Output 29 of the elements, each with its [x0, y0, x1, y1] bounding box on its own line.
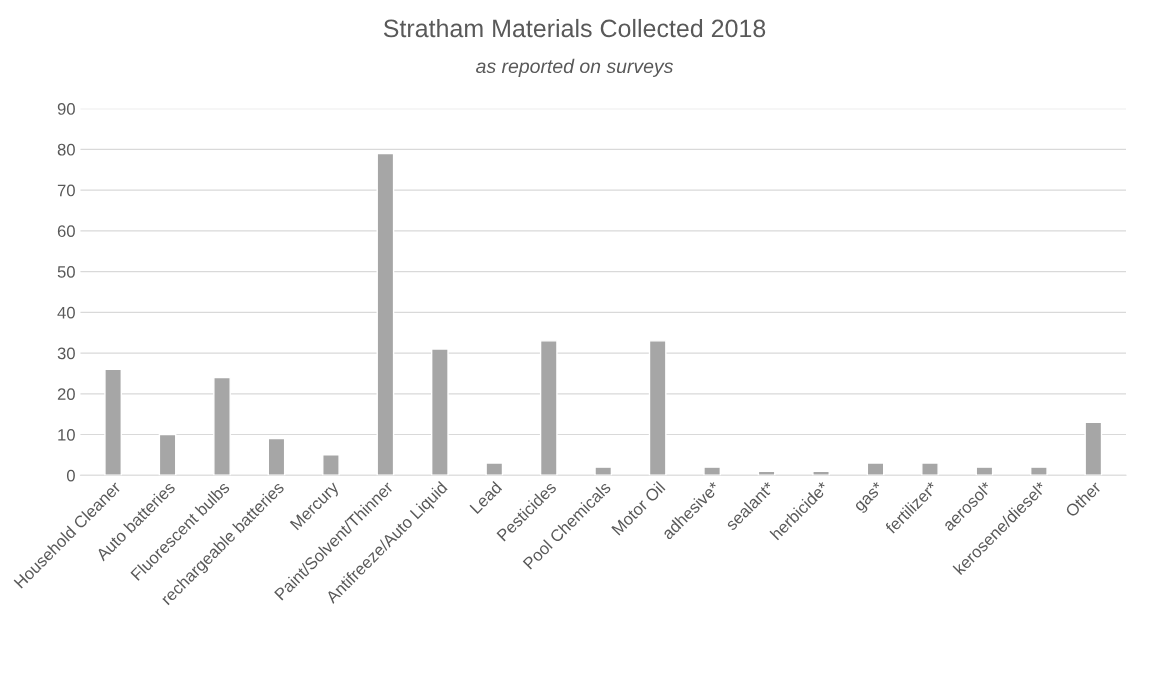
y-tick-label: 10: [58, 428, 75, 441]
bar: [430, 348, 449, 476]
bar: [158, 433, 177, 476]
bar: [1084, 421, 1103, 476]
bar: [539, 340, 558, 476]
y-tick-label: 70: [57, 184, 75, 197]
bar: [975, 466, 994, 476]
bar: [104, 368, 122, 476]
bar: [267, 437, 286, 476]
y-tick-label: 60: [57, 225, 75, 238]
y-tick-label: 0: [66, 469, 75, 482]
bar: [648, 340, 667, 476]
y-tick-label: 50: [57, 266, 75, 278]
bar: [1030, 466, 1048, 476]
bar: [703, 466, 722, 476]
y-tick-label: 20: [57, 388, 75, 401]
bar: [866, 462, 885, 476]
y-tick-label: 40: [57, 306, 75, 319]
y-tick-label: 30: [57, 347, 75, 360]
chart-title: Stratham Materials Collected 2018: [383, 18, 766, 38]
bar: [322, 454, 340, 476]
bar: [921, 462, 939, 476]
bar: [594, 466, 613, 476]
bar: [376, 152, 395, 476]
y-tick-label: 90: [57, 103, 75, 115]
bar: [485, 462, 504, 476]
chart-subtitle: as reported on surveys: [476, 58, 673, 77]
bar: [213, 376, 231, 476]
y-tick-label: 80: [57, 143, 75, 156]
